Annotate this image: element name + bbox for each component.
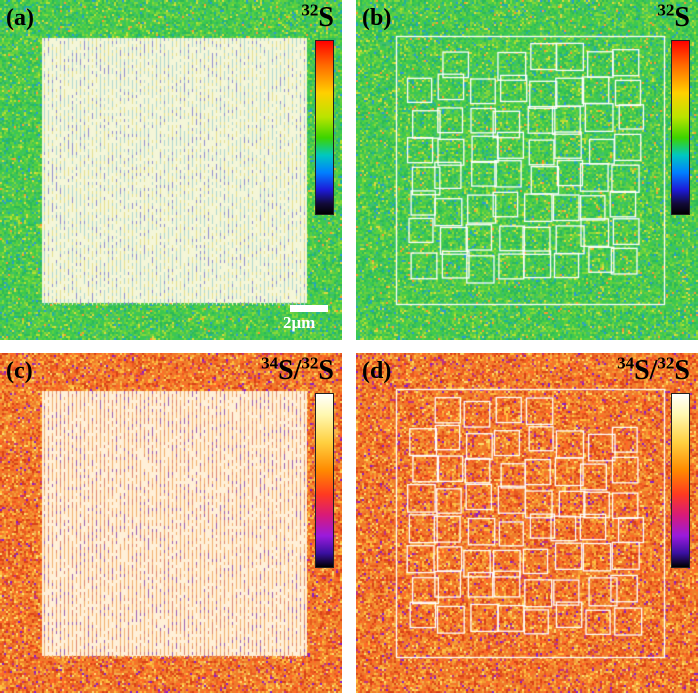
ion-image-c [0, 353, 342, 693]
isotope-label-b: 32S [657, 0, 690, 33]
panel-label-d: (d) [362, 358, 392, 384]
colorbar-d [671, 393, 690, 568]
scale-bar [290, 305, 328, 312]
panel-a-s32-line-array: (a) 32S 2μm [0, 0, 342, 340]
panel-d-ratio-square-grid: (d) 34S/32S [356, 353, 698, 693]
ion-image-a [0, 0, 342, 340]
panel-label-b: (b) [362, 5, 392, 31]
panel-label-a: (a) [6, 5, 34, 31]
colorbar-c [315, 393, 334, 568]
isotope-label-a: 32S [301, 0, 334, 33]
ion-image-b [356, 0, 698, 340]
colorbar-b [671, 40, 690, 215]
panel-label-c: (c) [6, 358, 33, 384]
isotope-label-c: 34S/32S [261, 353, 334, 386]
panel-b-s32-square-grid: (b) 32S [356, 0, 698, 340]
panel-c-ratio-line-array: (c) 34S/32S [0, 353, 342, 693]
ion-image-d [356, 353, 698, 693]
isotope-label-d: 34S/32S [617, 353, 690, 386]
colorbar-a [315, 40, 334, 215]
scale-bar-label: 2μm [283, 313, 316, 332]
